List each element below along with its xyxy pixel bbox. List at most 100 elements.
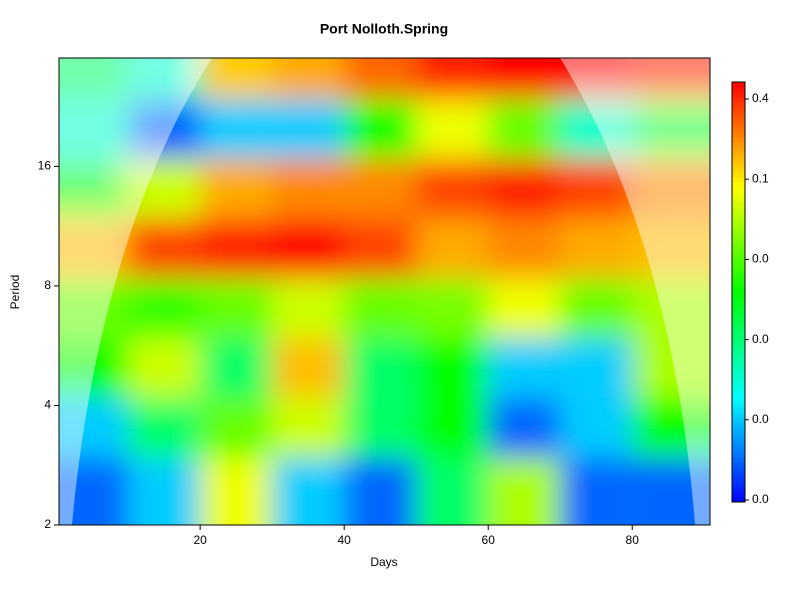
- colorbar-slice: [732, 402, 745, 408]
- colorbar-slice: [732, 207, 745, 213]
- colorbar-slice: [732, 167, 745, 173]
- heatmap-cell: [560, 457, 633, 525]
- colorbar-slice: [732, 437, 745, 443]
- colorbar-slice: [732, 332, 745, 338]
- y-axis-label: Period: [8, 275, 22, 310]
- y-tick-label: 4: [44, 398, 51, 412]
- colorbar-slice: [732, 262, 745, 268]
- heatmap-cell: [344, 218, 417, 279]
- colorbar-slice: [732, 147, 745, 153]
- heatmap: [59, 58, 710, 525]
- colorbar-slice: [732, 307, 745, 313]
- colorbar-slice: [732, 397, 745, 403]
- heatmap-cell: [488, 218, 561, 279]
- heatmap-cell: [560, 278, 633, 338]
- heatmap-cell: [488, 397, 561, 458]
- heatmap-cell: [416, 278, 489, 338]
- colorbar-slice: [732, 412, 745, 418]
- y-tick-label: 8: [44, 278, 51, 292]
- heatmap-cell: [272, 58, 345, 99]
- colorbar-slice: [732, 197, 745, 203]
- heatmap-cell: [632, 158, 710, 219]
- heatmap-cell: [560, 58, 633, 99]
- heatmap-cell: [560, 158, 633, 219]
- colorbar-slice: [732, 372, 745, 378]
- colorbar-slice: [732, 122, 745, 128]
- heatmap-cell: [59, 337, 129, 398]
- colorbar-slice: [732, 452, 745, 458]
- colorbar-slice: [732, 242, 745, 248]
- colorbar-slice: [732, 342, 745, 348]
- colorbar-slice: [732, 137, 745, 143]
- colorbar-slice: [732, 232, 745, 238]
- colorbar-slice: [732, 102, 745, 108]
- heatmap-cell: [128, 278, 201, 338]
- heatmap-cell: [344, 397, 417, 458]
- colorbar-slice: [732, 227, 745, 233]
- colorbar-slice: [732, 157, 745, 163]
- colorbar-slice: [732, 237, 745, 243]
- colorbar-slice: [732, 127, 745, 133]
- colorbar-slice: [732, 422, 745, 428]
- colorbar-slice: [732, 292, 745, 298]
- x-tick-label: 60: [482, 533, 496, 547]
- heatmap-cell: [344, 158, 417, 219]
- chart-title: Port Nolloth.Spring: [320, 21, 448, 37]
- colorbar-slice: [732, 457, 745, 463]
- heatmap-cell: [632, 58, 710, 99]
- colorbar-slice: [732, 447, 745, 453]
- heatmap-cell: [344, 457, 417, 525]
- heatmap-cell: [59, 158, 129, 219]
- heatmap-cell: [59, 397, 129, 458]
- colorbar-slice: [732, 202, 745, 208]
- colorbar-slice: [732, 142, 745, 148]
- heatmap-cell: [200, 337, 273, 398]
- y-tick-label: 2: [44, 517, 51, 531]
- heatmap-cell: [488, 337, 561, 398]
- heatmap-cell: [344, 98, 417, 159]
- colorbar-slice: [732, 362, 745, 368]
- heatmap-cell: [128, 457, 201, 525]
- colorbar-slice: [732, 462, 745, 468]
- heatmap-cell: [272, 457, 345, 525]
- heatmap-cell: [128, 58, 201, 99]
- x-axis-label: Days: [370, 555, 397, 569]
- heatmap-cell: [59, 98, 129, 159]
- heatmap-cell: [128, 158, 201, 219]
- heatmap-cell: [560, 98, 633, 159]
- colorbar-slice: [732, 357, 745, 363]
- colorbar-slice: [732, 107, 745, 113]
- colorbar-tick-label: 0.0: [752, 252, 769, 266]
- heatmap-cell: [59, 58, 129, 99]
- heatmap-cell: [128, 337, 201, 398]
- heatmap-cell: [272, 337, 345, 398]
- heatmap-cell: [416, 457, 489, 525]
- colorbar-slice: [732, 252, 745, 258]
- colorbar-slice: [732, 337, 745, 343]
- heatmap-cell: [632, 278, 710, 338]
- colorbar-slice: [732, 472, 745, 478]
- colorbar-slice: [732, 442, 745, 448]
- heatmap-cell: [200, 278, 273, 338]
- heatmap-cell: [632, 337, 710, 398]
- colorbar-slice: [732, 482, 745, 488]
- colorbar-tick-label: 0.0: [752, 332, 769, 346]
- heatmap-cell: [272, 218, 345, 279]
- heatmap-cells: [59, 58, 710, 525]
- colorbar-tick-label: 0.0: [752, 492, 769, 506]
- heatmap-cell: [272, 278, 345, 338]
- colorbar-slice: [732, 267, 745, 273]
- colorbar-slice: [732, 282, 745, 288]
- heatmap-cell: [59, 278, 129, 338]
- colorbar-slice: [732, 82, 745, 88]
- heatmap-cell: [560, 397, 633, 458]
- cone-of-influence: [59, 58, 710, 525]
- colorbar-tick-label: 0.4: [752, 91, 769, 105]
- colorbar-slice: [732, 257, 745, 263]
- colorbar-slice: [732, 247, 745, 253]
- x-tick-label: 80: [626, 533, 640, 547]
- colorbar-slice: [732, 97, 745, 103]
- y-tick-label: 16: [38, 159, 52, 173]
